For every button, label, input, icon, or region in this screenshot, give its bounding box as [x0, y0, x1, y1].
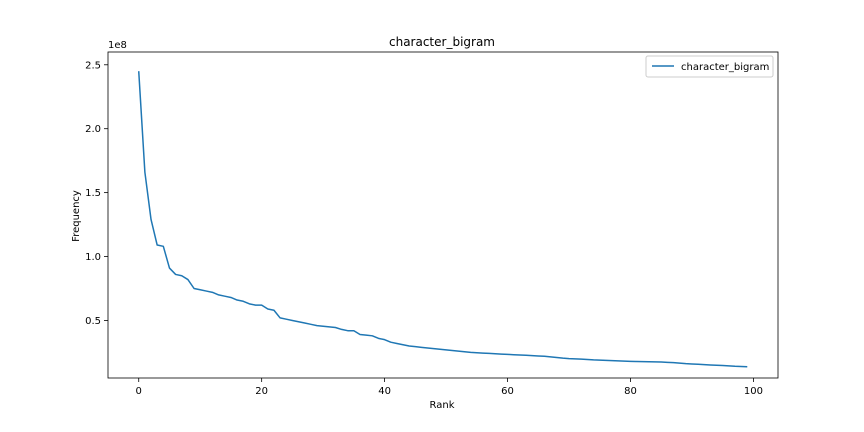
plot-frame — [107, 51, 779, 379]
legend-entry: character_bigram — [681, 62, 769, 73]
y-tick-label: 1.0 — [85, 252, 101, 263]
y-offset-label: 1e8 — [108, 40, 127, 51]
series-line-character-bigram — [137, 71, 748, 368]
x-tick-label: 60 — [501, 386, 514, 397]
y-tick-label: 1.5 — [85, 188, 101, 199]
x-tick-label: 100 — [744, 386, 763, 397]
legend-box — [645, 55, 774, 78]
chart-title: character_bigram — [389, 35, 495, 49]
legend: character_bigram — [645, 55, 774, 78]
x-tick-label: 80 — [624, 386, 637, 397]
x-tick-label: 20 — [255, 386, 268, 397]
y-tick-label: 0.5 — [85, 316, 101, 327]
x-tick-label: 40 — [378, 386, 391, 397]
y-axis-label: Frequency — [71, 190, 82, 242]
plot-area: 0 20 40 60 80 100 0.5 1.0 1.5 2.0 2.5 — [85, 51, 779, 397]
y-tick-label: 2.5 — [85, 60, 101, 71]
x-tick-label: 0 — [136, 386, 142, 397]
x-axis-label: Rank — [430, 400, 455, 411]
y-tick-label: 2.0 — [85, 124, 101, 135]
